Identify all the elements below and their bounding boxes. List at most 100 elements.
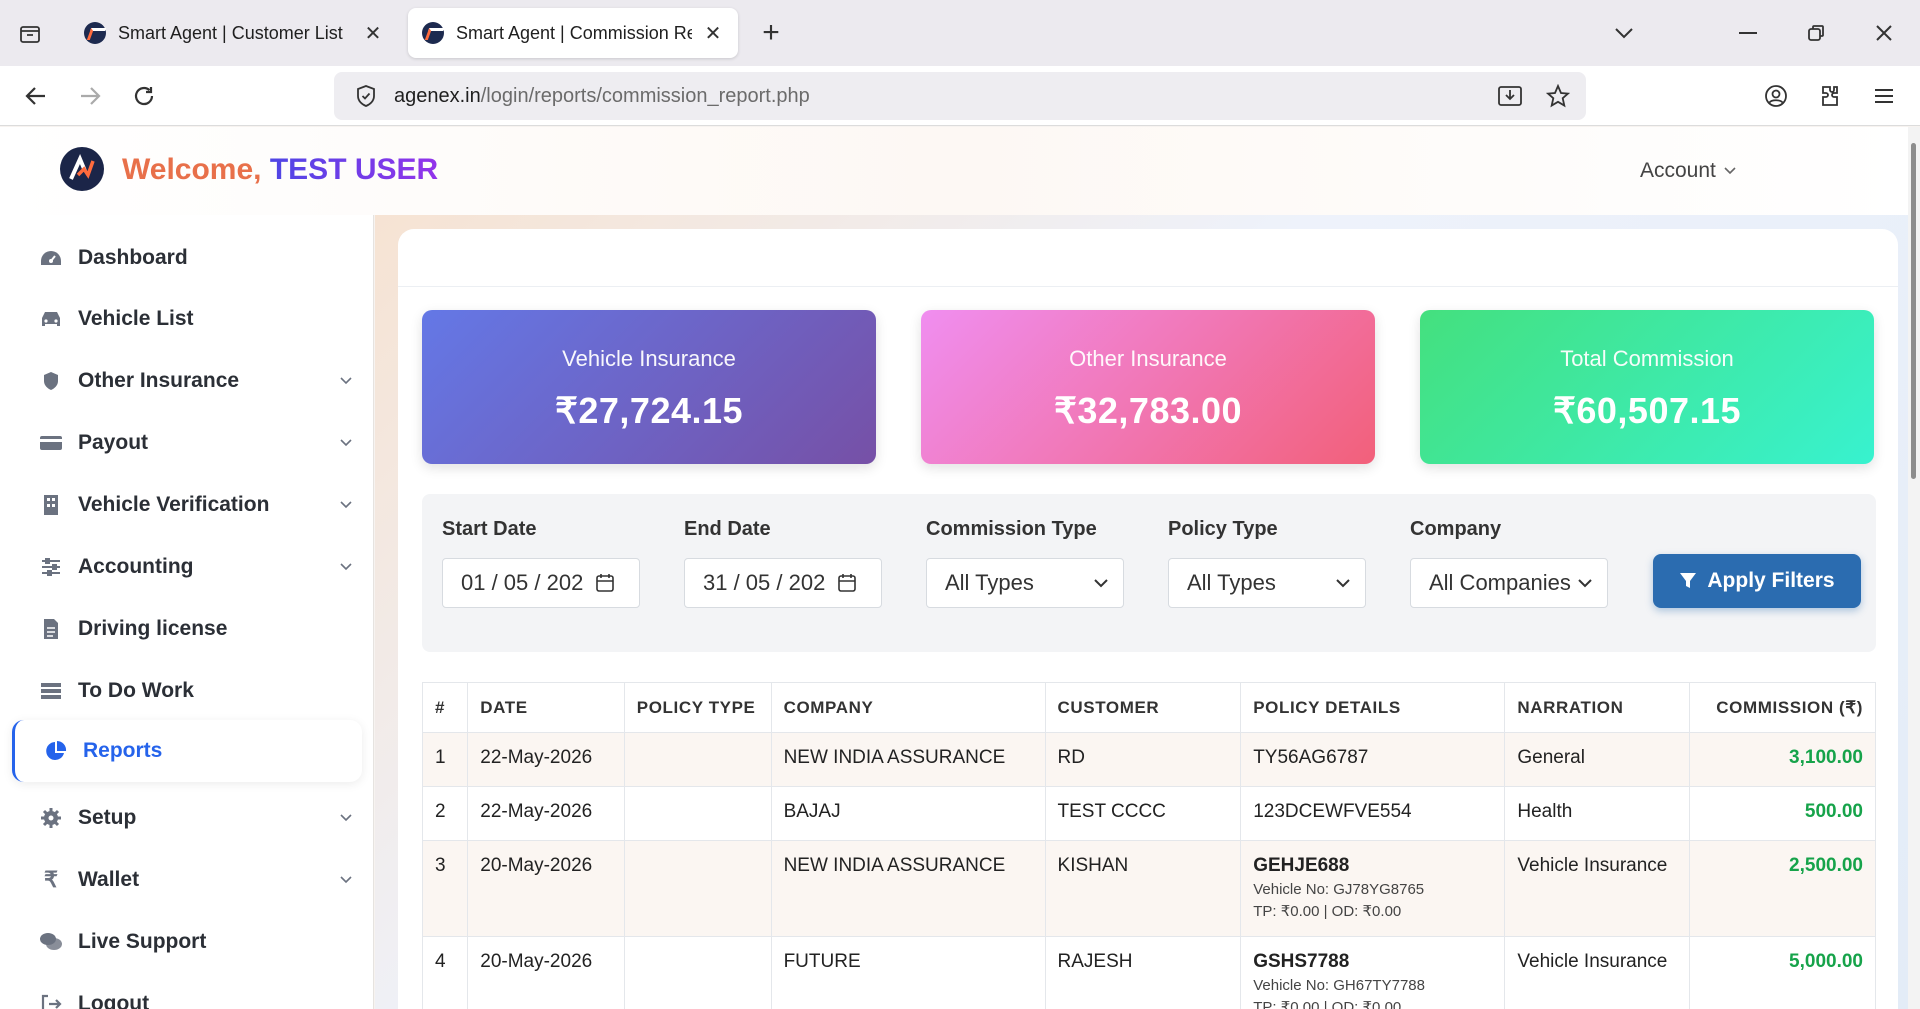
chevron-down-icon: [340, 558, 352, 576]
url-text: agenex.in/login/reports/commission_repor…: [394, 85, 810, 108]
account-circle-icon[interactable]: [1756, 76, 1796, 116]
chevron-down-icon: [340, 809, 352, 827]
address-bar[interactable]: agenex.in/login/reports/commission_repor…: [334, 72, 1586, 120]
sidebar-item-label: Reports: [83, 739, 163, 762]
commission-type-select[interactable]: All Types: [926, 558, 1124, 608]
forward-icon[interactable]: [70, 76, 110, 116]
column-header[interactable]: #: [421, 682, 469, 733]
tab-customer-list[interactable]: Smart Agent | Customer List ✕: [70, 8, 398, 58]
sidebar-item-vehicle-verification[interactable]: Vehicle Verification: [0, 477, 374, 533]
page-scrollbar[interactable]: [1908, 127, 1920, 1009]
document-icon: [38, 616, 64, 642]
sidebar-item-to-do-work[interactable]: To Do Work: [0, 663, 374, 719]
sidebar-item-accounting[interactable]: Accounting: [0, 539, 374, 595]
sidebar-item-live-support[interactable]: Live Support: [0, 914, 374, 970]
user-name: TEST USER: [269, 153, 439, 186]
sidebar-item-other-insurance[interactable]: Other Insurance: [0, 353, 374, 409]
sidebar-item-label: Driving license: [78, 617, 228, 640]
bookmark-star-icon[interactable]: [1542, 80, 1574, 112]
table-row[interactable]: 1 22-May-2026 NEW INDIA ASSURANCE RD TY5…: [421, 732, 1876, 787]
sidebar-item-reports[interactable]: Reports: [12, 720, 362, 782]
column-header[interactable]: CUSTOMER: [1044, 682, 1242, 733]
account-label: Account: [1640, 159, 1716, 182]
row-number: 1: [421, 732, 469, 787]
restore-icon[interactable]: [1796, 14, 1836, 52]
row-company: NEW INDIA ASSURANCE: [770, 840, 1046, 937]
table-row[interactable]: 4 20-May-2026 FUTURE RAJESH GSHS7788 Veh…: [421, 936, 1876, 1009]
column-header[interactable]: POLICY TYPE: [623, 682, 772, 733]
row-narration: Vehicle Insurance: [1504, 840, 1691, 937]
sidebar: Dashboard Vehicle List Other Insurance P…: [0, 215, 374, 1009]
policy-type-select[interactable]: All Types: [1168, 558, 1366, 608]
vehicle-number: Vehicle No: GH67TY7788: [1253, 977, 1425, 994]
column-header[interactable]: POLICY DETAILS: [1240, 682, 1506, 733]
sidebar-item-wallet[interactable]: ₹ Wallet: [0, 852, 374, 908]
sidebar-item-dashboard[interactable]: Dashboard: [0, 230, 374, 286]
install-icon[interactable]: [1494, 80, 1526, 112]
chevron-down-icon: [340, 496, 352, 514]
shield-icon[interactable]: [346, 85, 386, 107]
end-date-input[interactable]: 31 / 05 / 202: [684, 558, 882, 608]
row-policy-type: [623, 840, 772, 937]
end-date-value: 31 / 05 / 202: [703, 570, 826, 595]
sidebar-item-label: To Do Work: [78, 679, 194, 702]
row-policy-details: 123DCEWFVE554: [1240, 786, 1506, 841]
sidebar-item-label: Live Support: [78, 930, 207, 953]
tab-close-icon[interactable]: ✕: [364, 22, 382, 45]
row-commission: 500.00: [1689, 786, 1876, 841]
row-customer: RD: [1044, 732, 1242, 787]
sidebar-item-logout[interactable]: Logout: [0, 976, 374, 1009]
building-icon: [38, 492, 64, 518]
menu-icon[interactable]: [1864, 76, 1904, 116]
tab-overflow-chevron-icon[interactable]: [1604, 14, 1644, 52]
row-policy-details: TY56AG6787: [1240, 732, 1506, 787]
card-value: ₹60,507.15: [1552, 390, 1742, 431]
column-header[interactable]: DATE: [467, 682, 625, 733]
chevron-down-icon: [1335, 573, 1351, 599]
extensions-icon[interactable]: [1810, 76, 1850, 116]
column-header[interactable]: NARRATION: [1504, 682, 1691, 733]
filter-bar: Start Date 01 / 05 / 202 End Date 31 / 0…: [422, 494, 1876, 652]
card-value: ₹32,783.00: [1053, 390, 1243, 431]
table-header-row: # DATE POLICY TYPE COMPANY CUSTOMER POLI…: [421, 682, 1876, 733]
app-logo: [60, 147, 104, 191]
tab-list-icon[interactable]: [12, 16, 48, 52]
row-number: 3: [421, 840, 469, 937]
sidebar-item-vehicle-list[interactable]: Vehicle List: [0, 291, 374, 347]
card-label: Other Insurance: [1069, 346, 1227, 371]
column-header[interactable]: COMPANY: [770, 682, 1046, 733]
chevron-down-icon: [340, 871, 352, 889]
tab-commission-report[interactable]: Smart Agent | Commission Report ✕: [408, 8, 738, 58]
table-row[interactable]: 2 22-May-2026 BAJAJ TEST CCCC 123DCEWFVE…: [421, 786, 1876, 841]
card-value: ₹27,724.15: [554, 390, 744, 431]
apply-filters-button[interactable]: Apply Filters: [1653, 554, 1861, 608]
policy-number: GEHJE688: [1253, 855, 1350, 876]
account-dropdown[interactable]: Account: [1640, 159, 1736, 183]
chevron-down-icon: [340, 434, 352, 452]
company-select[interactable]: All Companies: [1410, 558, 1608, 608]
total-commission-card: Total Commission ₹60,507.15: [1420, 310, 1874, 464]
close-window-icon[interactable]: [1864, 14, 1904, 52]
minimize-icon[interactable]: [1728, 14, 1768, 52]
table-row[interactable]: 3 20-May-2026 NEW INDIA ASSURANCE KISHAN…: [421, 840, 1876, 937]
sidebar-item-label: Accounting: [78, 555, 194, 578]
chevron-down-icon: [1093, 573, 1109, 599]
shield-icon: [38, 368, 64, 394]
start-date-input[interactable]: 01 / 05 / 202: [442, 558, 640, 608]
sidebar-item-payout[interactable]: Payout: [0, 415, 374, 471]
calendar-icon[interactable]: [837, 573, 857, 599]
reload-icon[interactable]: [124, 76, 164, 116]
row-date: 22-May-2026: [467, 732, 625, 787]
column-header[interactable]: COMMISSION (₹): [1689, 682, 1876, 733]
new-tab-button[interactable]: +: [762, 16, 780, 49]
sidebar-item-setup[interactable]: Setup: [0, 790, 374, 846]
sidebar-item-driving-license[interactable]: Driving license: [0, 601, 374, 657]
scrollbar-thumb[interactable]: [1911, 143, 1916, 479]
back-icon[interactable]: [16, 76, 56, 116]
row-date: 20-May-2026: [467, 840, 625, 937]
tab-title: Smart Agent | Commission Report: [456, 22, 692, 43]
tab-close-icon[interactable]: ✕: [704, 22, 722, 45]
policy-number: TY56AG6787: [1253, 747, 1369, 768]
row-number: 2: [421, 786, 469, 841]
calendar-icon[interactable]: [595, 573, 615, 599]
